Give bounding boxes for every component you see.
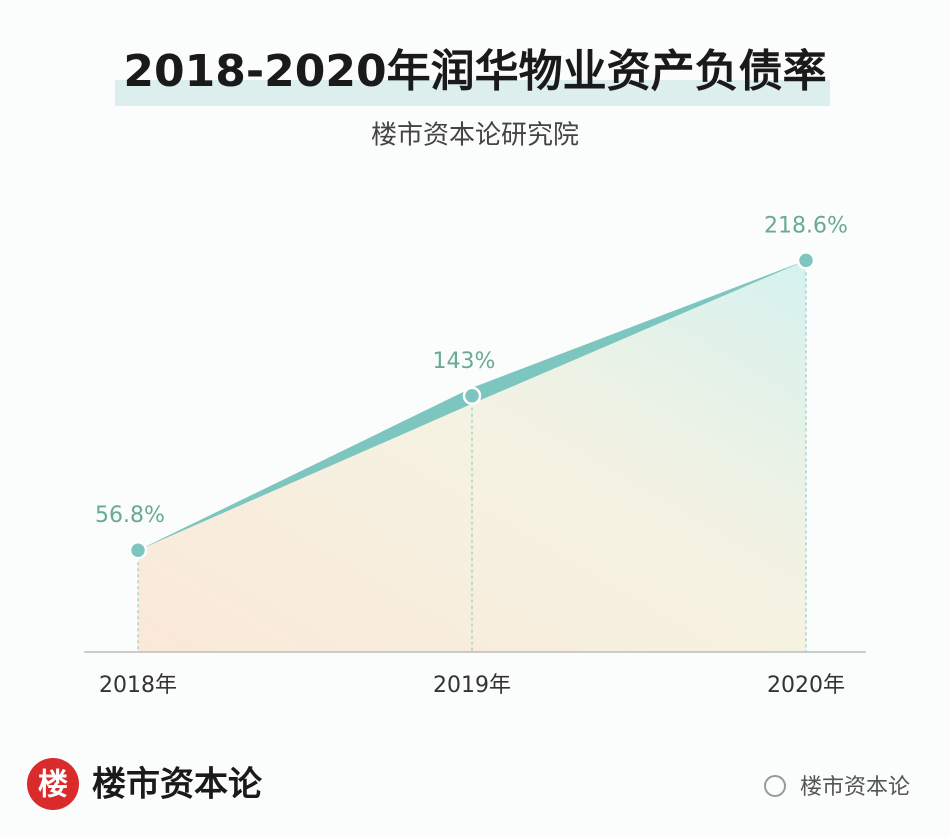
value-label: 143% xyxy=(433,349,496,374)
plot-area: 56.8% 2018年 143% 2019年 218.6% 2020年 xyxy=(84,213,866,698)
point xyxy=(128,540,148,560)
value-label: 56.8% xyxy=(95,503,165,528)
chart-title: 2018-2020年润华物业资产负债率 xyxy=(123,46,826,97)
point xyxy=(462,386,482,406)
point xyxy=(796,251,816,270)
watermark: 楼市资本论 xyxy=(800,775,910,800)
chart-subtitle: 楼市资本论研究院 xyxy=(371,121,579,151)
watermark-icon xyxy=(764,775,786,797)
x-tick-label: 2019年 xyxy=(433,673,511,698)
value-label: 218.6% xyxy=(764,213,848,238)
x-tick-label: 2020年 xyxy=(767,673,845,698)
x-tick-label: 2018年 xyxy=(99,673,177,698)
title-highlight xyxy=(115,80,830,106)
brand-name: 楼市资本论 xyxy=(92,765,263,805)
footer: 楼 楼市资本论 楼市资本论 xyxy=(27,758,910,810)
logo-char: 楼 xyxy=(38,768,68,803)
logo-badge xyxy=(27,758,79,810)
